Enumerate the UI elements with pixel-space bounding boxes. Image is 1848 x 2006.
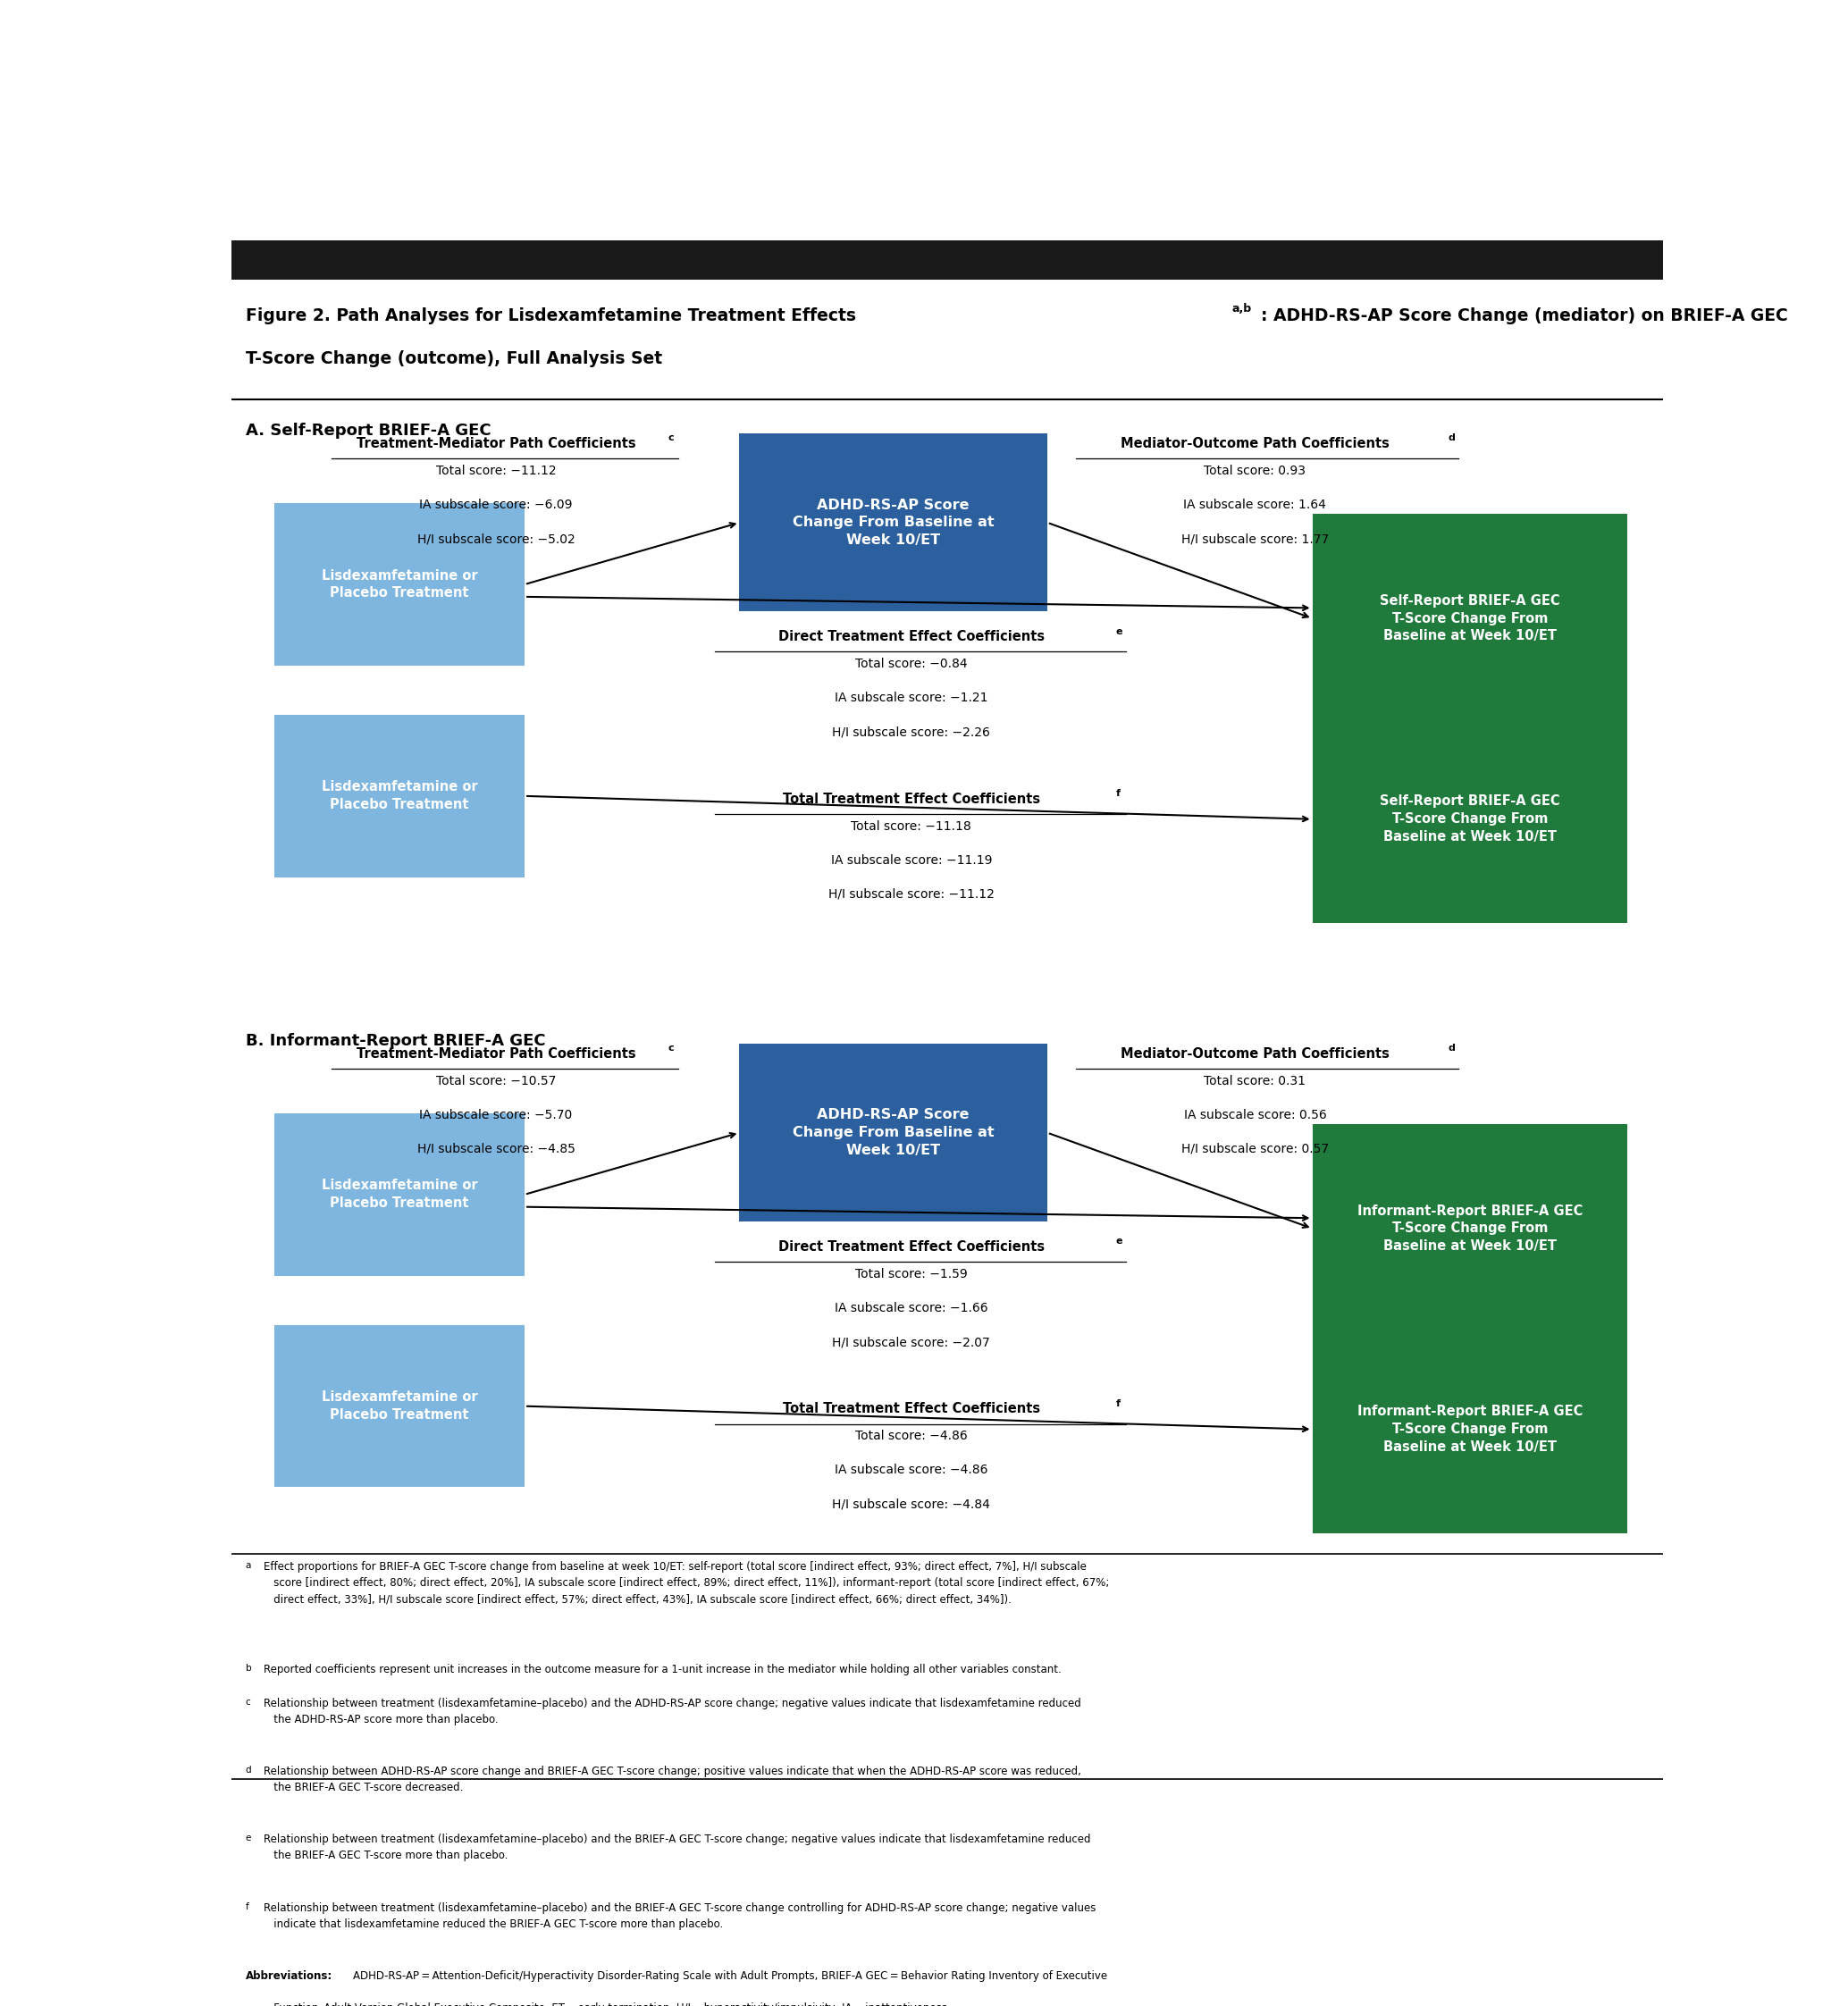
Text: Relationship between treatment (lisdexamfetamine–placebo) and the BRIEF-A GEC T-: Relationship between treatment (lisdexam…: [264, 1902, 1096, 1930]
Text: Relationship between treatment (lisdexamfetamine–placebo) and the ADHD-RS-AP sco: Relationship between treatment (lisdexam…: [264, 1697, 1081, 1725]
Text: Self-Report BRIEF-A GEC
T-Score Change From
Baseline at Week 10/ET: Self-Report BRIEF-A GEC T-Score Change F…: [1380, 794, 1560, 845]
Text: e: e: [1116, 626, 1124, 636]
Text: Total Treatment Effect Coefficients: Total Treatment Effect Coefficients: [782, 792, 1040, 806]
Text: IA subscale score: −11.19: IA subscale score: −11.19: [830, 855, 992, 867]
Bar: [739, 1043, 1048, 1222]
Text: c: c: [246, 1697, 251, 1707]
Text: a: a: [246, 1561, 251, 1571]
Text: H/I subscale score: −2.07: H/I subscale score: −2.07: [832, 1336, 991, 1348]
Text: Direct Treatment Effect Coefficients: Direct Treatment Effect Coefficients: [778, 630, 1044, 644]
Text: Total score: −0.84: Total score: −0.84: [856, 658, 967, 670]
Text: b: b: [246, 1663, 251, 1673]
Text: Total Treatment Effect Coefficients: Total Treatment Effect Coefficients: [782, 1402, 1040, 1416]
Text: c: c: [667, 433, 675, 443]
Text: f: f: [1116, 1400, 1120, 1408]
Text: d: d: [1449, 433, 1456, 443]
Text: H/I subscale score: −4.84: H/I subscale score: −4.84: [832, 1498, 991, 1511]
Text: H/I subscale score: −5.02: H/I subscale score: −5.02: [418, 534, 575, 546]
Text: Effect proportions for BRIEF-A GEC T-score change from baseline at week 10/ET: s: Effect proportions for BRIEF-A GEC T-sco…: [264, 1561, 1109, 1605]
Text: Treatment-Mediator Path Coefficients: Treatment-Mediator Path Coefficients: [357, 1047, 636, 1061]
Text: Informant-Report BRIEF-A GEC
T-Score Change From
Baseline at Week 10/ET: Informant-Report BRIEF-A GEC T-Score Cha…: [1356, 1204, 1582, 1254]
Text: Total score: −10.57: Total score: −10.57: [436, 1075, 556, 1087]
Text: : ADHD-RS-AP Score Change (mediator) on BRIEF-A GEC: : ADHD-RS-AP Score Change (mediator) on …: [1260, 307, 1787, 325]
Text: Informant-Report BRIEF-A GEC
T-Score Change From
Baseline at Week 10/ET: Informant-Report BRIEF-A GEC T-Score Cha…: [1356, 1404, 1582, 1454]
Text: H/I subscale score: 1.77: H/I subscale score: 1.77: [1181, 534, 1329, 546]
Bar: [1312, 1326, 1628, 1533]
Text: IA subscale score: −1.66: IA subscale score: −1.66: [835, 1302, 989, 1314]
Text: H/I subscale score: −2.26: H/I subscale score: −2.26: [832, 726, 991, 738]
Text: Treatment-Mediator Path Coefficients: Treatment-Mediator Path Coefficients: [357, 437, 636, 449]
Text: ADHD-RS-AP = Attention-Deficit/Hyperactivity Disorder-Rating Scale with Adult Pr: ADHD-RS-AP = Attention-Deficit/Hyperacti…: [353, 1970, 1107, 1982]
Text: IA subscale score: 0.56: IA subscale score: 0.56: [1185, 1109, 1327, 1121]
Text: Figure 2. Path Analyses for Lisdexamfetamine Treatment Effects: Figure 2. Path Analyses for Lisdexamfeta…: [246, 307, 856, 325]
Text: Total score: −11.12: Total score: −11.12: [436, 465, 556, 477]
Text: ADHD-RS-AP Score
Change From Baseline at
Week 10/ET: ADHD-RS-AP Score Change From Baseline at…: [793, 1109, 994, 1157]
Bar: [274, 504, 525, 666]
Text: T-Score Change (outcome), Full Analysis Set: T-Score Change (outcome), Full Analysis …: [246, 351, 662, 367]
Text: Lisdexamfetamine or
Placebo Treatment: Lisdexamfetamine or Placebo Treatment: [322, 570, 477, 600]
Bar: [739, 433, 1048, 612]
Text: c: c: [667, 1043, 675, 1053]
Text: Function–Adult Version Global Executive Composite, ET = early termination, H/I =: Function–Adult Version Global Executive …: [264, 2002, 952, 2006]
Text: Total score: 0.93: Total score: 0.93: [1205, 465, 1307, 477]
Text: Mediator-Outcome Path Coefficients: Mediator-Outcome Path Coefficients: [1120, 1047, 1390, 1061]
Bar: [1312, 514, 1628, 722]
Bar: [1312, 1123, 1628, 1332]
Text: Self-Report BRIEF-A GEC
T-Score Change From
Baseline at Week 10/ET: Self-Report BRIEF-A GEC T-Score Change F…: [1380, 594, 1560, 642]
Text: H/I subscale score: −11.12: H/I subscale score: −11.12: [828, 889, 994, 901]
Text: IA subscale score: −6.09: IA subscale score: −6.09: [419, 499, 573, 512]
Bar: [274, 1113, 525, 1276]
Text: Relationship between treatment (lisdexamfetamine–placebo) and the BRIEF-A GEC T-: Relationship between treatment (lisdexam…: [264, 1833, 1090, 1862]
Text: H/I subscale score: −4.85: H/I subscale score: −4.85: [418, 1143, 575, 1155]
Text: Lisdexamfetamine or
Placebo Treatment: Lisdexamfetamine or Placebo Treatment: [322, 780, 477, 812]
Bar: [1312, 714, 1628, 923]
Text: ADHD-RS-AP Score
Change From Baseline at
Week 10/ET: ADHD-RS-AP Score Change From Baseline at…: [793, 497, 994, 548]
Text: Total score: −1.59: Total score: −1.59: [856, 1268, 968, 1280]
Bar: [274, 1326, 525, 1486]
Text: d: d: [1449, 1043, 1456, 1053]
Text: Relationship between ADHD-RS-AP score change and BRIEF-A GEC T-score change; pos: Relationship between ADHD-RS-AP score ch…: [264, 1765, 1081, 1793]
Text: Lisdexamfetamine or
Placebo Treatment: Lisdexamfetamine or Placebo Treatment: [322, 1180, 477, 1210]
Text: f: f: [1116, 788, 1120, 798]
Text: f: f: [246, 1902, 249, 1912]
Text: a,b: a,b: [1233, 303, 1251, 315]
Text: Total score: −11.18: Total score: −11.18: [852, 820, 972, 832]
Text: H/I subscale score: 0.57: H/I subscale score: 0.57: [1181, 1143, 1329, 1155]
Text: IA subscale score: 1.64: IA subscale score: 1.64: [1183, 499, 1327, 512]
Text: Mediator-Outcome Path Coefficients: Mediator-Outcome Path Coefficients: [1120, 437, 1390, 449]
Text: IA subscale score: −1.21: IA subscale score: −1.21: [835, 692, 989, 704]
Text: Total score: 0.31: Total score: 0.31: [1205, 1075, 1307, 1087]
Text: IA subscale score: −5.70: IA subscale score: −5.70: [419, 1109, 573, 1121]
Text: B. Informant-Report BRIEF-A GEC: B. Informant-Report BRIEF-A GEC: [246, 1033, 545, 1049]
Text: d: d: [246, 1765, 251, 1775]
Text: Total score: −4.86: Total score: −4.86: [856, 1430, 968, 1442]
Text: IA subscale score: −4.86: IA subscale score: −4.86: [835, 1464, 989, 1476]
Bar: [274, 714, 525, 877]
Text: e: e: [1116, 1238, 1124, 1246]
Text: Reported coefficients represent unit increases in the outcome measure for a 1-un: Reported coefficients represent unit inc…: [264, 1663, 1063, 1675]
Text: Abbreviations:: Abbreviations:: [246, 1970, 333, 1982]
Text: A. Self-Report BRIEF-A GEC: A. Self-Report BRIEF-A GEC: [246, 423, 492, 439]
Text: Direct Treatment Effect Coefficients: Direct Treatment Effect Coefficients: [778, 1240, 1044, 1254]
Text: e: e: [246, 1833, 251, 1844]
Bar: [231, 241, 1663, 279]
Text: Lisdexamfetamine or
Placebo Treatment: Lisdexamfetamine or Placebo Treatment: [322, 1390, 477, 1422]
